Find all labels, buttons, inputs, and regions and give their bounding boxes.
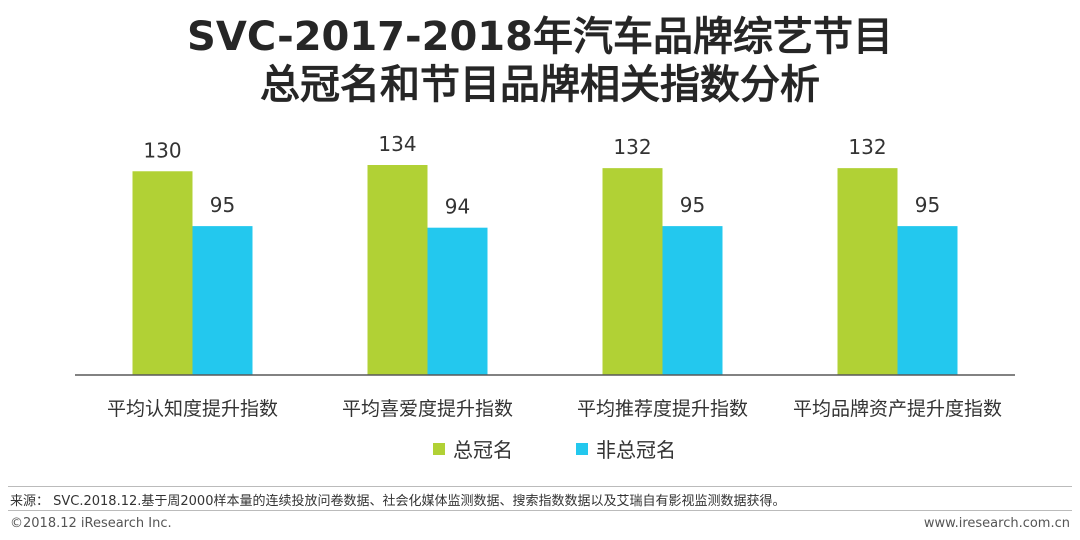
data-label-2-2: 94 [445,195,470,219]
legend-swatch-series2 [576,442,588,455]
footer-divider-top [8,486,1072,487]
x-tick-label-2: 平均喜爱度提升指数 [342,398,513,420]
bar-2-4 [897,226,958,375]
x-tick-label-4: 平均品牌资产提升度指数 [793,398,1002,420]
x-tick-label-3: 平均推荐度提升指数 [577,398,748,420]
data-label-1-3: 132 [613,135,651,159]
bar-2-3 [662,226,723,375]
chart-title-line2: 总冠名和节目品牌相关指数分析 [260,62,820,108]
legend-item-series1: 总冠名 [433,434,513,463]
legend-label-series2: 非总冠名 [596,438,676,462]
x-tick-label-1: 平均认知度提升指数 [107,398,278,420]
data-label-2-3: 95 [680,193,705,217]
footer-divider-bottom [8,510,1072,511]
bar-chart: 130 95 平均认知度提升指数 134 94 平均喜爱度提升指数 132 95 平均推荐度提升… [75,132,1015,420]
bar-1-2 [367,165,428,375]
bar-2-1 [192,226,253,375]
source-note: 来源： SVC.2018.12.基于周2000样本量的连续投放问卷数据、社会化媒… [10,494,786,509]
website-link[interactable]: www.iresearch.com.cn [923,516,1070,531]
copyright: ©2018.12 iResearch Inc. [10,516,172,531]
data-label-1-2: 134 [378,132,416,156]
data-label-2-1: 95 [210,193,235,217]
legend-item-series2: 非总冠名 [576,434,676,463]
bar-1-3 [602,168,663,375]
data-label-1-4: 132 [848,135,886,159]
data-label-1-1: 130 [143,138,181,162]
data-label-2-4: 95 [915,193,940,217]
legend-swatch-series1 [433,442,445,455]
bar-2-2 [427,227,488,375]
bar-1-4 [837,168,898,375]
legend-label-series1: 总冠名 [453,438,513,462]
chart-title-line1: SVC-2017-2018年汽车品牌综艺节目 [187,14,893,60]
bar-1-1 [132,171,193,375]
